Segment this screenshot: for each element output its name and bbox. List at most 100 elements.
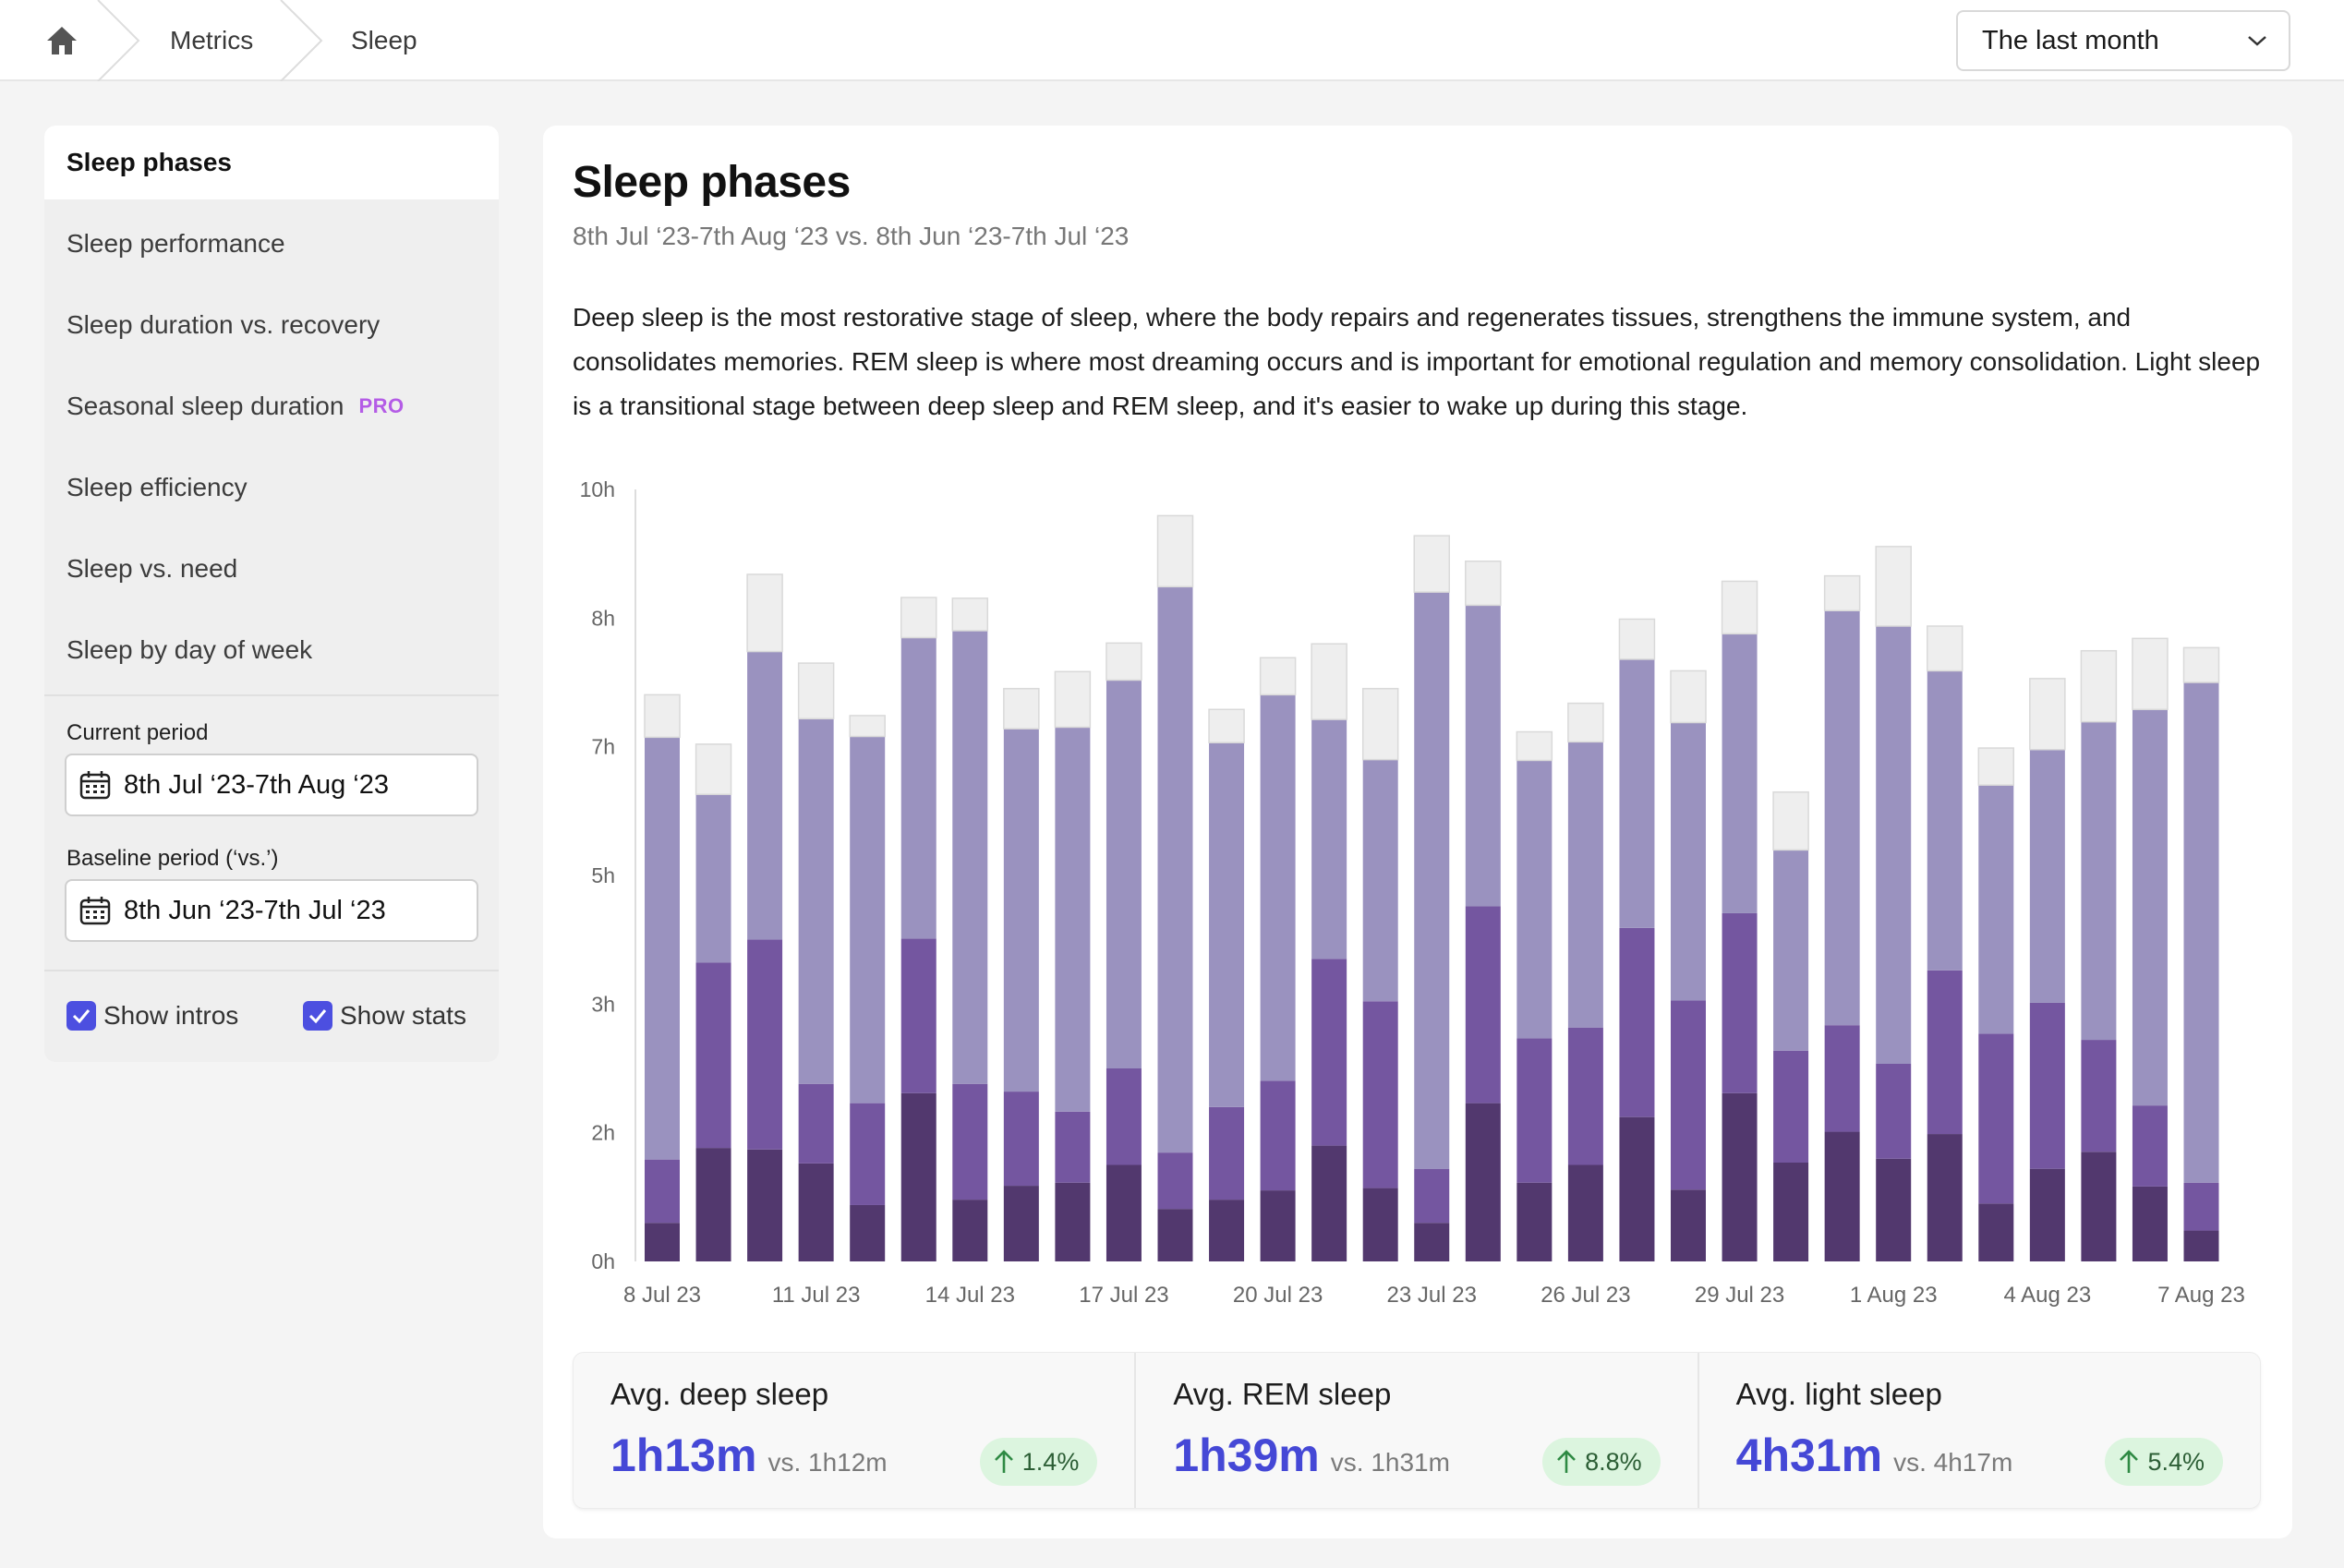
bar-segment-light (850, 736, 886, 1104)
x-tick-label: 23 Jul 23 (1387, 1283, 1477, 1308)
bar-segment-awake (695, 743, 732, 795)
bar-segment-deep (1003, 1186, 1039, 1261)
bar-segment-rem (1209, 1106, 1245, 1200)
home-button[interactable] (28, 18, 96, 63)
x-tick-label: 7 Aug 23 (2157, 1283, 2245, 1308)
bar-segment-awake (1670, 669, 1707, 724)
sleep-phases-chart: 0h 2h 3h 5h 7h 8h 10h 8 Jul 23 11 Jul 23 14 Jul 2… (580, 477, 2245, 1308)
stats-row: Avg. deep sleep 1h13m vs. 1h12m 1.4% Avg.… (573, 1352, 2261, 1509)
sidebar-item-sleep-phases[interactable]: Sleep phases (44, 126, 499, 199)
bar-segment-deep (747, 1149, 783, 1261)
x-tick-label: 29 Jul 23 (1695, 1283, 1784, 1308)
top-bar: Metrics Sleep The last month (0, 0, 2344, 81)
stat-value-number: 1h13m (610, 1429, 757, 1481)
y-tick-label: 8h (591, 607, 615, 631)
sidebar-item-sleep-duration-vs-recovery[interactable]: Sleep duration vs. recovery (44, 288, 499, 362)
x-tick-label: 20 Jul 23 (1233, 1283, 1323, 1308)
bar-segment-awake (1875, 546, 1912, 627)
sidebar-item-label: Sleep efficiency (66, 473, 248, 501)
bar-segment-awake (1361, 687, 1399, 761)
show-intros-checkbox[interactable]: Show intros (66, 1001, 238, 1031)
bar-segment-light (2132, 709, 2168, 1106)
stat-baseline: vs. 4h17m (1893, 1448, 2013, 1477)
bar-segment-rem (850, 1103, 886, 1205)
bar-segment-awake (1516, 730, 1553, 762)
breadcrumb-separator (280, 0, 323, 81)
bar-segment-rem (952, 1083, 988, 1200)
bar-segment-deep (850, 1204, 886, 1261)
show-stats-checkbox[interactable]: Show stats (303, 1001, 466, 1031)
bar-segment-light (645, 737, 680, 1160)
bar-segment-light (1003, 729, 1039, 1092)
bar-segment-awake (951, 597, 989, 632)
bar-segment-rem (1567, 1027, 1603, 1165)
sidebar-item-sleep-performance[interactable]: Sleep performance (44, 207, 499, 281)
bar-segment-awake (1618, 618, 1656, 660)
x-tick-label: 17 Jul 23 (1079, 1283, 1168, 1308)
bar-segment-rem (1978, 1033, 2014, 1204)
change-value: 5.4% (2147, 1447, 2205, 1476)
bar-segment-rem (1055, 1111, 1091, 1183)
bar-segment-rem (1414, 1168, 1450, 1224)
bar-segment-awake (746, 573, 783, 653)
bar-segment-deep (798, 1163, 834, 1261)
bar-segment-light (1516, 760, 1553, 1039)
stat-label: Avg. light sleep (1735, 1377, 1942, 1411)
bar-segment-rem (1824, 1025, 1860, 1132)
stat-label: Avg. deep sleep (610, 1377, 829, 1411)
period-select[interactable]: The last month (1956, 10, 2290, 71)
bar-segment-awake (797, 662, 835, 720)
arrow-up-icon (2120, 1450, 2139, 1473)
bar-segment-deep (2132, 1186, 2168, 1261)
bar-segment-deep (952, 1200, 988, 1261)
sidebar-item-sleep-by-day-of-week[interactable]: Sleep by day of week (44, 613, 499, 687)
bar-segment-deep (1722, 1092, 1758, 1261)
bar-segment-deep (1465, 1103, 1501, 1261)
breadcrumb-sleep[interactable]: Sleep (351, 26, 417, 54)
pro-badge: PRO (358, 394, 405, 417)
sidebar: Sleep phases Sleep performance Sleep dur… (44, 126, 499, 1062)
sidebar-item-sleep-efficiency[interactable]: Sleep efficiency (44, 451, 499, 525)
bar-segment-rem (1311, 959, 1347, 1146)
bar-segment-deep (2029, 1168, 2065, 1261)
bar-segment-awake (1721, 580, 1758, 635)
sidebar-item-label: Sleep phases (66, 148, 232, 176)
breadcrumb-metrics[interactable]: Metrics (170, 26, 254, 54)
sidebar-item-sleep-vs-need[interactable]: Sleep vs. need (44, 532, 499, 606)
bar-segment-rem (1362, 1001, 1398, 1188)
bar-segment-deep (900, 1092, 936, 1261)
calendar-icon (79, 896, 111, 925)
change-badge: 1.4% (979, 1438, 1098, 1486)
baseline-period-value: 8th Jun ‘23-7th Jul ‘23 (124, 895, 386, 925)
bar-segment-deep (2183, 1230, 2219, 1261)
sidebar-item-seasonal-sleep-duration[interactable]: Seasonal sleep duration PRO (44, 369, 499, 443)
bar-segment-rem (1157, 1152, 1193, 1210)
bar-segment-awake (1413, 535, 1450, 593)
bar-segment-light (2029, 749, 2065, 1003)
bar-segment-deep (1671, 1189, 1706, 1261)
stat-value: 1h13m vs. 1h12m (610, 1429, 888, 1482)
bar-segment-light (1465, 605, 1501, 907)
show-stats-label: Show stats (340, 1001, 466, 1030)
sidebar-divider (44, 970, 499, 971)
stat-deep-sleep: Avg. deep sleep 1h13m vs. 1h12m 1.4% (574, 1353, 1137, 1508)
x-tick-label: 14 Jul 23 (925, 1283, 1015, 1308)
change-value: 1.4% (1021, 1447, 1080, 1476)
stat-rem-sleep: Avg. REM sleep 1h39m vs. 1h31m 8.8% (1136, 1353, 1699, 1508)
current-period-field[interactable]: 8th Jul ‘23-7th Aug ‘23 (65, 754, 478, 816)
x-tick-label: 8 Jul 23 (623, 1283, 701, 1308)
bar-segment-awake (644, 694, 681, 739)
bar-segment-awake (2132, 637, 2169, 711)
bar-segment-awake (1927, 625, 1963, 672)
bar-segment-deep (1311, 1145, 1347, 1261)
bar-segment-light (952, 630, 988, 1084)
bar-segment-awake (1259, 657, 1297, 696)
change-badge: 5.4% (2105, 1438, 2223, 1486)
baseline-period-field[interactable]: 8th Jun ‘23-7th Jul ‘23 (65, 879, 478, 942)
bar-segment-rem (1619, 927, 1655, 1117)
bar-segment-light (1978, 785, 2014, 1034)
period-select-value: The last month (1982, 25, 2159, 55)
date-range-subtitle: 8th Jul ‘23-7th Aug ‘23 vs. 8th Jun ‘23-… (573, 222, 1130, 250)
show-intros-label: Show intros (103, 1001, 239, 1030)
bar-segment-deep (1824, 1131, 1860, 1261)
